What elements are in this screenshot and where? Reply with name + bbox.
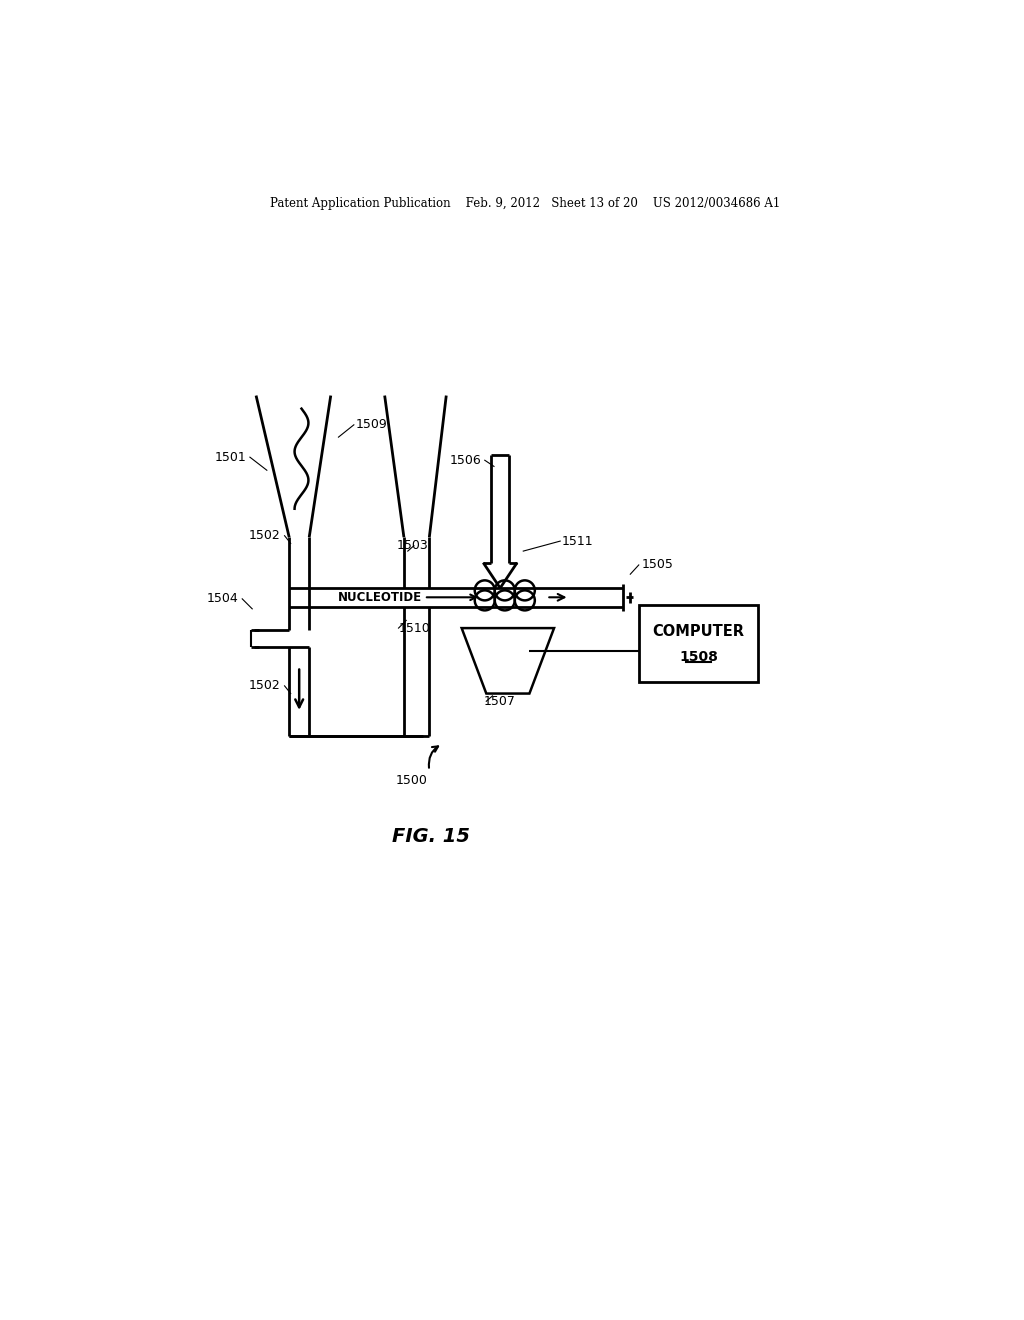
Text: 1504: 1504 [207,593,239,606]
Text: 1506: 1506 [450,454,481,467]
Text: 1510: 1510 [398,622,430,635]
Text: 1501: 1501 [215,450,247,463]
Text: 1503: 1503 [396,539,428,552]
Text: Patent Application Publication    Feb. 9, 2012   Sheet 13 of 20    US 2012/00346: Patent Application Publication Feb. 9, 2… [269,197,780,210]
Text: 1509: 1509 [356,418,388,432]
Text: 1511: 1511 [562,535,593,548]
Text: 1507: 1507 [483,694,515,708]
Text: 1505: 1505 [642,558,674,572]
Text: NUCLEOTIDE: NUCLEOTIDE [338,591,422,603]
Text: 1502: 1502 [249,680,281,693]
Text: 1500: 1500 [395,774,428,787]
Text: 1502: 1502 [249,529,281,543]
Text: COMPUTER: COMPUTER [652,624,744,639]
Bar [639,605,758,682]
Text: 1508: 1508 [679,651,718,664]
Text: FIG. 15: FIG. 15 [392,826,470,846]
